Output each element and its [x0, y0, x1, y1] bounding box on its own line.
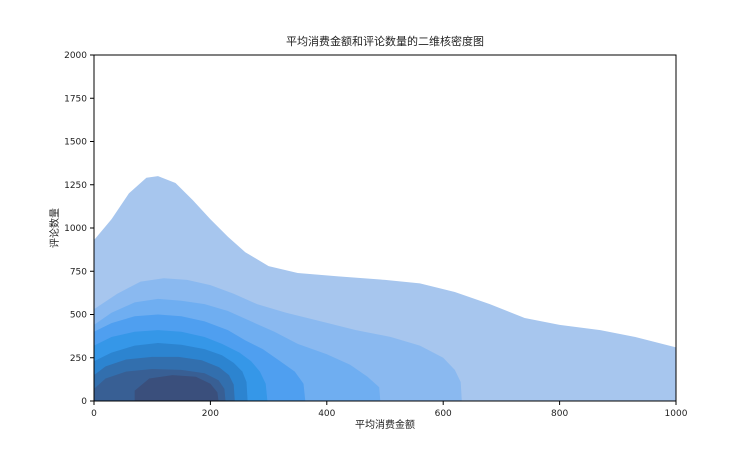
y-tick-label: 1000	[64, 224, 87, 234]
y-tick-label: 750	[70, 267, 87, 277]
y-tick-label: 0	[81, 397, 87, 407]
x-tick-label: 800	[551, 409, 568, 419]
y-axis-title: 评论数量	[48, 208, 61, 248]
y-axis: 0 250 500 750 1000 1250 1500 1750 2000	[64, 51, 94, 407]
y-tick-label: 500	[70, 311, 87, 321]
plot-area	[94, 176, 676, 401]
y-tick-label: 250	[70, 354, 87, 364]
x-tick-label: 400	[318, 409, 335, 419]
chart-title: 平均消费金额和评论数量的二维核密度图	[286, 34, 484, 48]
x-tick-label: 0	[91, 409, 97, 419]
x-axis-title: 平均消费金额	[355, 418, 415, 431]
x-axis: 0 200 400 600 800 1000	[91, 401, 688, 419]
x-tick-label: 200	[202, 409, 219, 419]
density-level-9	[134, 375, 219, 401]
x-tick-label: 1000	[665, 409, 688, 419]
y-tick-label: 1250	[64, 181, 87, 191]
y-tick-label: 2000	[64, 51, 87, 61]
y-tick-label: 1750	[64, 94, 87, 104]
y-tick-label: 1500	[64, 138, 87, 148]
x-tick-label: 600	[435, 409, 452, 419]
